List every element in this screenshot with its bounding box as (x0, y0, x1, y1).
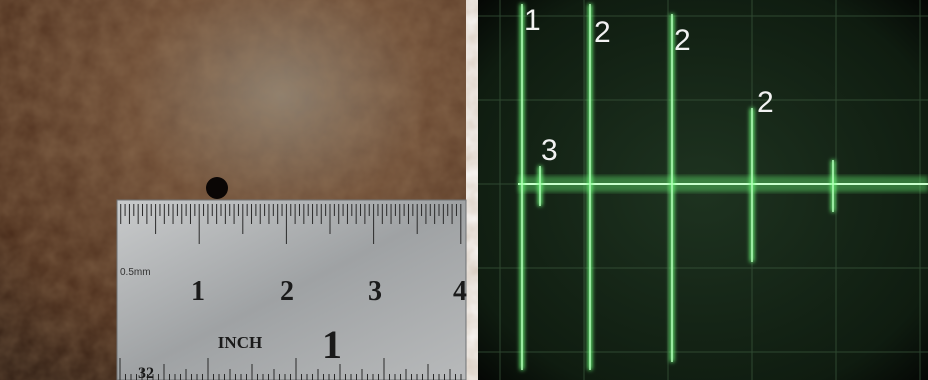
hole (206, 177, 228, 199)
inch-label: INCH (218, 333, 262, 352)
inch-number: 1 (322, 322, 342, 367)
scope-photo: 1 3 2 2 2 (478, 0, 928, 380)
composite-photo: 0.5mm 1 2 3 4 INCH 1 32 1 3 2 2 2 (0, 0, 928, 380)
peak-label: 2 (757, 86, 774, 119)
cm-label: 3 (368, 276, 382, 307)
cm-label: 2 (280, 276, 294, 307)
peak-label: 3 (541, 134, 558, 167)
peak-label: 2 (674, 24, 691, 57)
cm-label: 1 (191, 276, 205, 307)
peak-label: 2 (594, 16, 611, 49)
rust-photo: 0.5mm 1 2 3 4 INCH 1 32 (0, 0, 467, 380)
peak-label: 1 (524, 4, 541, 37)
cm-label: 4 (453, 276, 467, 307)
ruler-bottom-label: 32 (138, 365, 154, 380)
ruler-unit: 0.5mm (120, 267, 151, 278)
